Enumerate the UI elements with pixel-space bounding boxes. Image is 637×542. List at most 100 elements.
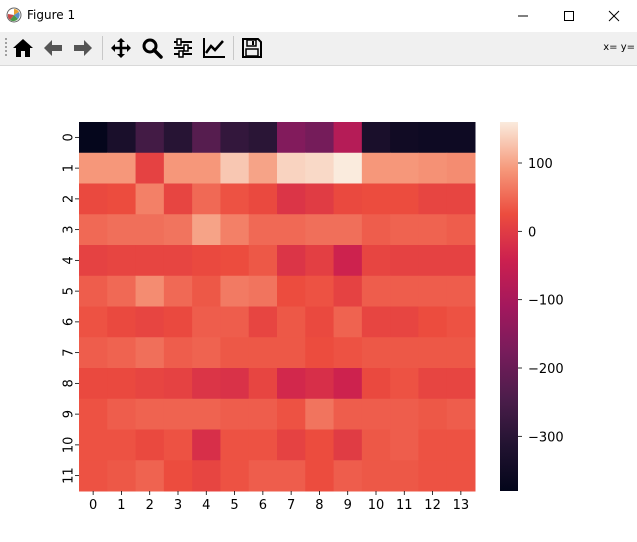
heatmap-cell	[163, 122, 193, 154]
heatmap-cell	[163, 337, 193, 369]
heatmap-cell	[418, 183, 448, 215]
floppy-icon	[242, 38, 262, 58]
heatmap-cell	[333, 183, 363, 215]
heatmap-cell	[135, 337, 165, 369]
edit-axis-button[interactable]	[201, 35, 227, 61]
heatmap-cell	[418, 460, 448, 492]
heatmap-cell	[333, 122, 363, 154]
heatmap-cell	[446, 183, 476, 215]
heatmap-cell	[305, 122, 335, 154]
heatmap-cell	[163, 460, 193, 492]
heatmap-cell	[446, 245, 476, 277]
heatmap-cell	[361, 306, 391, 338]
heatmap-cell	[107, 214, 137, 246]
heatmap-cell	[192, 214, 221, 246]
heatmap-cell	[333, 152, 363, 184]
maximize-button[interactable]	[546, 0, 592, 32]
heatmap-cell	[277, 152, 306, 184]
heatmap-cell	[418, 337, 448, 369]
heatmap-cell	[135, 183, 165, 215]
colorbar	[500, 122, 518, 491]
heatmap-cell	[220, 398, 250, 430]
heatmap-cell	[163, 152, 193, 184]
y-tick-label: 8	[62, 379, 77, 387]
forward-button[interactable]	[70, 35, 96, 61]
heatmap-cell	[305, 275, 335, 307]
heatmap-cell	[107, 337, 137, 369]
heatmap-cell	[107, 275, 137, 307]
back-button[interactable]	[40, 35, 66, 61]
heatmap-cell	[163, 245, 193, 277]
toolbar	[0, 32, 637, 66]
home-button[interactable]	[10, 35, 36, 61]
heatmap-cell	[107, 245, 137, 277]
heatmap-cell	[418, 152, 448, 184]
heatmap-cell	[107, 122, 137, 154]
heatmap-cell	[418, 245, 448, 277]
heatmap-cell	[192, 275, 221, 307]
heatmap-cell	[390, 245, 419, 277]
heatmap-cell	[390, 122, 419, 154]
window-title: Figure 1	[27, 8, 76, 22]
x-tick-label: 5	[230, 498, 238, 513]
heatmap-cell	[390, 152, 419, 184]
heatmap-cell	[446, 306, 476, 338]
minimize-button[interactable]	[500, 0, 546, 32]
heatmap-cell	[361, 460, 391, 492]
colorbar-tick-label: 0	[528, 225, 536, 240]
y-tick-label: 2	[62, 195, 77, 203]
heatmap-cell	[305, 460, 335, 492]
heatmap-cell	[277, 214, 306, 246]
heatmap-cell	[248, 245, 278, 277]
heatmap-cell	[79, 152, 108, 184]
heatmap-cell	[135, 275, 165, 307]
heatmap-cell	[107, 429, 137, 461]
heatmap-cell	[333, 368, 363, 400]
heatmap-cell	[305, 152, 335, 184]
heatmap-cell	[163, 275, 193, 307]
heatmap-cell	[390, 429, 419, 461]
y-tick-label: 5	[62, 287, 77, 295]
heatmap-cell	[220, 214, 250, 246]
heatmap-cell	[418, 368, 448, 400]
heatmap-cell	[305, 214, 335, 246]
heatmap-cell	[248, 122, 278, 154]
heatmap-cell	[220, 368, 250, 400]
heatmap-cell	[305, 368, 335, 400]
heatmap-cell	[390, 306, 419, 338]
heatmap-cell	[333, 337, 363, 369]
move-icon	[111, 38, 131, 58]
x-tick-label: 9	[344, 498, 352, 513]
heatmap-cell	[277, 245, 306, 277]
heatmap-cell	[390, 275, 419, 307]
heatmap-cell	[135, 214, 165, 246]
heatmap-cell	[135, 122, 165, 154]
heatmap-cell	[361, 429, 391, 461]
heatmap-cell	[79, 245, 108, 277]
heatmap-cell	[418, 429, 448, 461]
x-tick-label: 10	[368, 498, 385, 513]
heatmap-cell	[418, 398, 448, 430]
heatmap-cell	[333, 460, 363, 492]
y-axis: 0 1 2 3 4 5 6 7 8 9 10 11	[62, 133, 79, 484]
x-tick-label: 0	[89, 498, 97, 513]
heatmap-cell	[333, 429, 363, 461]
toolbar-separator	[233, 36, 234, 60]
heatmap-cell	[192, 183, 221, 215]
heatmap-cell	[248, 306, 278, 338]
heatmap-cell	[192, 460, 221, 492]
heatmap-cell	[390, 337, 419, 369]
zoom-button[interactable]	[139, 35, 165, 61]
heatmap-cell	[135, 245, 165, 277]
save-button[interactable]	[239, 35, 265, 61]
subplots-button[interactable]	[170, 35, 196, 61]
heatmap-cell	[163, 214, 193, 246]
heatmap-cell	[135, 460, 165, 492]
x-tick-label: 4	[202, 498, 210, 513]
y-tick-label: 7	[62, 348, 77, 356]
x-tick-label: 6	[259, 498, 267, 513]
heatmap-cell	[220, 429, 250, 461]
close-button[interactable]	[591, 0, 637, 32]
pan-button[interactable]	[108, 35, 134, 61]
